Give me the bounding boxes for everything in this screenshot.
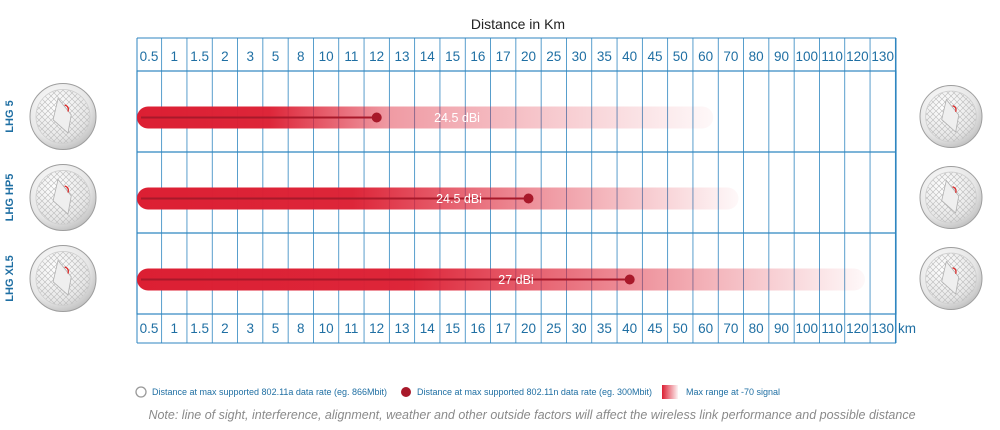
tick-label-top: 5 xyxy=(272,49,280,64)
tick-label-bottom: 120 xyxy=(846,321,869,336)
x-axis-bottom: 0.5 1 1.5 2 3 5 8 10 11 12 13 14 15 16 17 20 25 30 35 40 45 5… xyxy=(140,321,894,336)
tick-label-top: 13 xyxy=(394,49,409,64)
dish-antenna-icon xyxy=(29,164,97,231)
dish-antenna-icon xyxy=(919,166,983,229)
rate-marker-3 xyxy=(624,274,635,285)
tick-label-bottom: 90 xyxy=(774,321,789,336)
distance-bars: 24.5 dBi 24.5 dBi 27 dBi xyxy=(137,106,865,291)
tick-label-bottom: 15 xyxy=(445,321,460,336)
legend-label-max-range: Max range at -70 signal xyxy=(686,387,780,397)
tick-label-bottom: 0.5 xyxy=(140,321,159,336)
tick-label-top: 16 xyxy=(470,49,485,64)
tick-label-top: 110 xyxy=(821,49,843,64)
tick-label-bottom: 80 xyxy=(749,321,764,336)
footnote: Note: line of sight, interference, align… xyxy=(148,408,915,422)
tick-label-bottom: 17 xyxy=(496,321,511,336)
tick-label-top: 17 xyxy=(496,49,511,64)
tick-label-bottom: 25 xyxy=(546,321,561,336)
dish-antenna-icon xyxy=(919,85,983,148)
tick-label-top: 10 xyxy=(319,49,334,64)
left-product-column: LHG 5 LHG HP5 LHG XL5 xyxy=(4,83,97,312)
legend: Distance at max supported 802.11a data r… xyxy=(135,385,780,399)
dish-antenna-icon xyxy=(29,83,97,150)
tick-label-bottom: 8 xyxy=(297,321,305,336)
tick-label-bottom: 60 xyxy=(698,321,713,336)
tick-label-bottom: 13 xyxy=(394,321,409,336)
tick-label-bottom: 30 xyxy=(572,321,587,336)
tick-label-top: 100 xyxy=(796,49,819,64)
tick-label-bottom: 16 xyxy=(470,321,485,336)
tick-label-top: 11 xyxy=(344,49,358,64)
gain-label-3: 27 dBi xyxy=(498,273,533,287)
tick-label-bottom: 70 xyxy=(723,321,738,336)
tick-label-top: 8 xyxy=(297,49,305,64)
tick-label-top: 80 xyxy=(749,49,764,64)
tick-label-bottom: 35 xyxy=(597,321,612,336)
tick-label-bottom: 10 xyxy=(319,321,334,336)
rate-marker-2 xyxy=(523,193,534,204)
tick-label-top: 35 xyxy=(597,49,612,64)
rate-marker-1 xyxy=(371,112,382,123)
tick-label-bottom: 45 xyxy=(647,321,662,336)
tick-label-top: 60 xyxy=(698,49,713,64)
dish-antenna-icon xyxy=(919,247,983,310)
legend-label-80211n: Distance at max supported 802.11n data r… xyxy=(417,387,652,397)
tick-label-top: 30 xyxy=(572,49,587,64)
product-label-3: LHG XL5 xyxy=(4,255,16,301)
tick-label-bottom: 40 xyxy=(622,321,637,336)
legend-gradient-swatch-icon xyxy=(662,385,678,399)
tick-label-bottom: 2 xyxy=(221,321,229,336)
product-label-1: LHG 5 xyxy=(4,100,16,132)
tick-label-bottom: 110 xyxy=(821,321,843,336)
tick-label-top: 90 xyxy=(774,49,789,64)
tick-label-bottom: 12 xyxy=(369,321,384,336)
tick-label-bottom: 5 xyxy=(272,321,280,336)
tick-label-bottom: 1 xyxy=(171,321,179,336)
tick-label-top: 14 xyxy=(420,49,436,64)
tick-label-top: 40 xyxy=(622,49,637,64)
tick-label-bottom: 14 xyxy=(420,321,436,336)
tick-label-top: 1.5 xyxy=(190,49,209,64)
tick-label-top: 3 xyxy=(246,49,254,64)
tick-label-bottom: 11 xyxy=(344,321,358,336)
chart-title: Distance in Km xyxy=(471,16,565,32)
tick-label-bottom: 1.5 xyxy=(190,321,209,336)
tick-label-top: 1 xyxy=(171,49,179,64)
legend-label-80211a: Distance at max supported 802.11a data r… xyxy=(152,387,387,397)
range-bar-1 xyxy=(137,106,714,129)
tick-label-top: 2 xyxy=(221,49,229,64)
tick-label-bottom: 100 xyxy=(796,321,819,336)
dish-antenna-icon xyxy=(29,245,97,312)
gain-label-2: 24.5 dBi xyxy=(436,192,482,206)
product-label-2: LHG HP5 xyxy=(4,174,16,222)
tick-label-top: 25 xyxy=(546,49,561,64)
tick-label-top: 50 xyxy=(673,49,688,64)
tick-label-top: 130 xyxy=(871,49,894,64)
tick-label-top: 45 xyxy=(647,49,662,64)
legend-hollow-circle-icon xyxy=(135,386,147,398)
x-axis-top: 0.5 1 1.5 2 3 5 8 10 11 12 13 14 15 16 17 20 25 30 35 40 45 5… xyxy=(140,49,894,64)
tick-label-top: 20 xyxy=(521,49,536,64)
tick-label-bottom: 130 xyxy=(871,321,894,336)
axis-unit-label: km xyxy=(898,321,916,336)
legend-filled-circle-icon xyxy=(401,387,411,397)
tick-label-top: 120 xyxy=(846,49,869,64)
gain-label-1: 24.5 dBi xyxy=(434,111,480,125)
right-product-column xyxy=(919,85,983,310)
tick-label-bottom: 20 xyxy=(521,321,536,336)
tick-label-top: 12 xyxy=(369,49,384,64)
tick-label-bottom: 50 xyxy=(673,321,688,336)
tick-label-top: 15 xyxy=(445,49,460,64)
tick-label-top: 70 xyxy=(723,49,738,64)
tick-label-bottom: 3 xyxy=(246,321,254,336)
tick-label-top: 0.5 xyxy=(140,49,159,64)
